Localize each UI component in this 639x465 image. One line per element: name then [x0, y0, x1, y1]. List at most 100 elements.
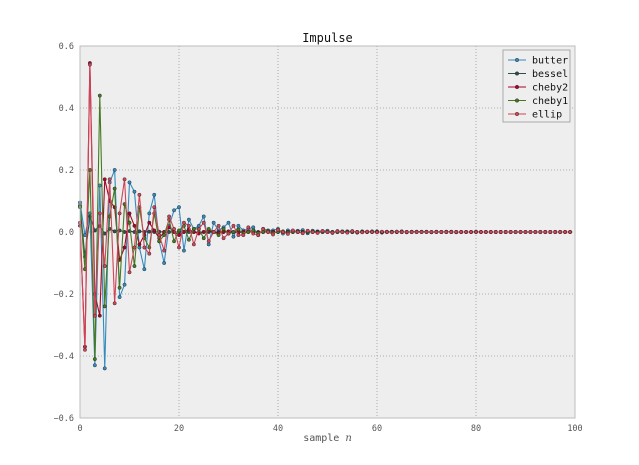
data-point-ellip — [122, 177, 127, 182]
data-point-ellip — [553, 230, 558, 234]
data-point-ellip — [548, 230, 553, 234]
legend-entry-bessel: bessel — [508, 69, 568, 80]
data-point-ellip — [325, 230, 330, 234]
y-tick-label: 0.2 — [59, 166, 74, 176]
data-point-ellip — [518, 230, 523, 234]
data-point-ellip — [508, 230, 513, 234]
data-point-butter — [142, 267, 147, 272]
data-point-ellip — [191, 242, 196, 247]
data-point-ellip — [375, 230, 379, 235]
data-point-ellip — [513, 230, 518, 234]
chart-title: Impulse — [302, 31, 353, 45]
data-point-butter — [117, 295, 122, 299]
legend-marker-butter — [515, 58, 520, 63]
data-point-ellip — [568, 230, 572, 234]
data-point-ellip — [226, 231, 231, 236]
data-point-butter — [236, 223, 241, 228]
legend-marker-ellip — [515, 111, 520, 116]
data-point-ellip — [498, 230, 503, 234]
data-point-cheby1 — [132, 264, 137, 268]
x-axis-label: sample n — [303, 433, 352, 444]
data-point-cheby1 — [117, 285, 122, 290]
x-tick-label: 100 — [567, 424, 582, 434]
data-point-ellip — [454, 230, 459, 234]
data-point-ellip — [147, 251, 152, 256]
data-point-ellip — [88, 62, 92, 67]
data-point-ellip — [483, 230, 488, 234]
data-point-cheby2 — [102, 177, 107, 182]
data-point-ellip — [345, 230, 350, 235]
data-point-ellip — [107, 177, 112, 182]
data-point-cheby2 — [127, 211, 132, 216]
data-point-ellip — [330, 230, 335, 235]
data-point-cheby1 — [162, 233, 167, 238]
legend-entry-ellip: ellip — [508, 110, 562, 121]
series-layer — [78, 61, 572, 371]
y-tick-label: −0.6 — [54, 414, 74, 424]
data-point-ellip — [92, 313, 97, 318]
data-point-ellip — [132, 245, 137, 250]
legend-label-ellip: ellip — [532, 110, 562, 121]
data-point-ellip — [414, 230, 419, 234]
data-point-ellip — [102, 264, 107, 268]
data-point-ellip — [384, 230, 389, 234]
data-point-ellip — [290, 228, 295, 233]
data-point-ellip — [281, 230, 285, 234]
data-point-ellip — [389, 230, 394, 235]
data-point-ellip — [543, 230, 548, 234]
data-point-cheby1 — [231, 230, 236, 234]
data-point-cheby1 — [172, 239, 176, 244]
data-point-cheby2 — [137, 242, 142, 247]
data-point-butter — [186, 217, 191, 222]
data-point-ellip — [404, 230, 409, 234]
data-point-ellip — [182, 220, 186, 225]
y-tick-label: 0.4 — [59, 104, 74, 114]
data-point-ellip — [117, 211, 122, 216]
data-point-cheby1 — [201, 236, 206, 241]
data-point-cheby1 — [177, 228, 181, 233]
x-tick-label: 40 — [273, 424, 283, 434]
data-point-ellip — [464, 230, 468, 234]
data-point-ellip — [276, 227, 280, 232]
legend-marker-bessel — [515, 71, 520, 76]
data-point-ellip — [523, 230, 528, 234]
x-tick-label: 20 — [174, 424, 184, 434]
data-point-ellip — [370, 230, 374, 234]
data-point-ellip — [172, 226, 176, 231]
data-point-ellip — [305, 228, 310, 233]
data-point-ellip — [479, 230, 483, 234]
data-point-cheby1 — [246, 230, 251, 234]
x-axis-label-text: sample — [303, 433, 339, 444]
data-point-butter — [251, 225, 256, 230]
data-point-butter — [162, 261, 167, 265]
data-point-ellip — [295, 230, 300, 234]
legend-label-bessel: bessel — [532, 69, 568, 80]
data-point-butter — [211, 220, 216, 225]
x-tick-label: 80 — [471, 424, 481, 434]
data-point-bessel — [112, 229, 117, 234]
data-point-butter — [92, 363, 97, 368]
data-point-ellip — [399, 230, 404, 234]
x-tick-label: 60 — [372, 424, 382, 434]
data-point-cheby1 — [216, 233, 221, 238]
data-point-cheby2 — [201, 230, 206, 234]
data-point-bessel — [147, 229, 152, 234]
data-point-ellip — [409, 230, 414, 234]
data-point-ellip — [127, 270, 132, 275]
legend-entry-cheby1: cheby1 — [508, 96, 568, 107]
series-line-ellip — [79, 64, 571, 351]
data-point-cheby1 — [236, 227, 241, 232]
data-point-cheby1 — [221, 226, 226, 231]
legend-marker-cheby2 — [515, 84, 520, 89]
data-point-ellip — [335, 229, 340, 234]
data-point-butter — [147, 211, 152, 216]
data-point-ellip — [137, 192, 142, 197]
series-ellip — [78, 62, 572, 352]
x-tick-label: 0 — [77, 424, 82, 434]
data-point-butter — [102, 366, 107, 371]
data-point-ellip — [251, 231, 256, 236]
data-point-ellip — [503, 230, 508, 234]
y-tick-label: −0.4 — [54, 352, 74, 362]
legend-box — [502, 49, 571, 123]
data-point-ellip — [83, 347, 87, 352]
